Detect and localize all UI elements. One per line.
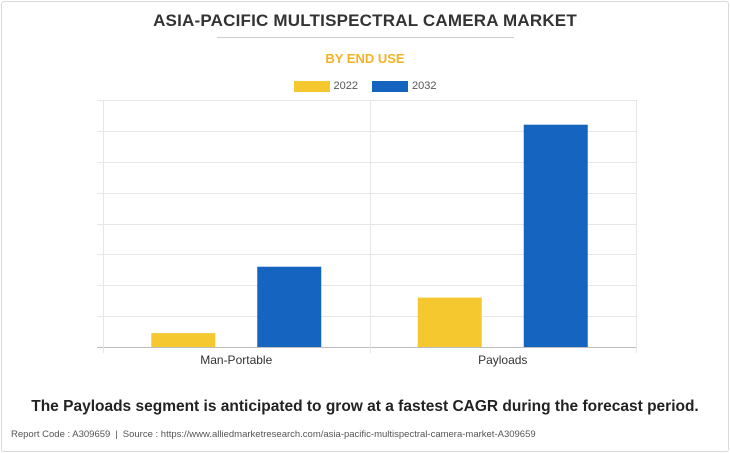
x-tick-label: Man-Portable xyxy=(200,353,272,367)
source-link[interactable]: Source : https://www.alliedmarketresearc… xyxy=(122,429,536,440)
chart-note: The Payloads segment is anticipated to g… xyxy=(31,398,699,415)
legend-label-2022: 2022 xyxy=(333,80,358,92)
report-code: Report Code : A309659 xyxy=(11,429,111,440)
footer-separator: | xyxy=(115,429,118,440)
bar-payloads-2032 xyxy=(523,124,588,347)
chart-title: ASIA-PACIFIC MULTISPECTRAL CAMERA MARKET xyxy=(153,11,577,30)
legend: 2022 2032 xyxy=(0,80,730,92)
legend-item-2022: 2022 xyxy=(293,80,358,92)
bar-man-portable-2032 xyxy=(257,266,322,347)
legend-item-2032: 2032 xyxy=(372,80,436,92)
title-divider xyxy=(217,37,514,38)
bar-payloads-2022 xyxy=(417,297,482,347)
x-tick-label: Payloads xyxy=(478,353,527,367)
legend-label-2032: 2032 xyxy=(412,80,437,92)
footer: Report Code : A309659 | Source : https://w… xyxy=(11,429,536,440)
legend-swatch-2032 xyxy=(372,80,408,92)
legend-swatch-2022 xyxy=(293,80,330,92)
chart-subtitle: BY END USE xyxy=(325,51,405,66)
bar-man-portable-2022 xyxy=(151,333,216,347)
